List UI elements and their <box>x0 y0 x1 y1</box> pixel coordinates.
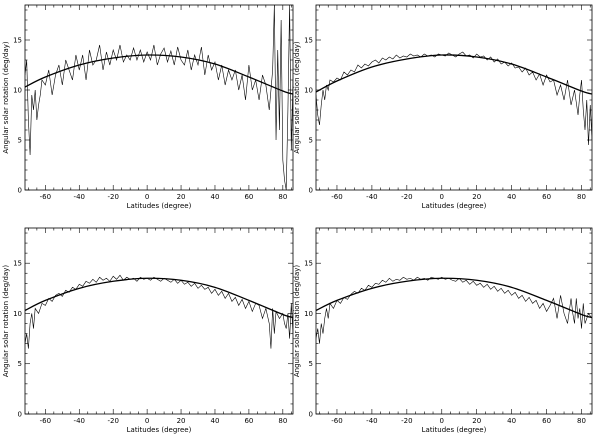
plot-frame <box>24 4 294 191</box>
x-tick-label: -20 <box>401 417 412 425</box>
y-tick-label: 0 <box>18 187 22 195</box>
x-tick-label: -40 <box>74 417 85 425</box>
y-tick-label: 15 <box>304 260 313 268</box>
x-tick-label: -20 <box>107 193 118 201</box>
x-tick-label: 0 <box>145 193 149 201</box>
chart-panel-bottom-right: -60 -40 -20 0 20 40 60 80 0 5 10 15 Latitudes (degre… <box>293 227 593 434</box>
y-tick-label: 10 <box>304 310 313 318</box>
x-tick-label: 0 <box>145 417 149 425</box>
x-axis-label: Latitudes (degree) <box>422 426 487 434</box>
x-tick-label: -60 <box>331 193 342 201</box>
x-tick-label: 40 <box>507 193 516 201</box>
x-tick-label: 80 <box>278 193 287 201</box>
y-tick-label: 10 <box>13 310 22 318</box>
x-axis-label: Latitudes (degree) <box>422 202 487 210</box>
y-tick-label: 15 <box>13 37 22 45</box>
y-tick-label: 5 <box>309 360 313 368</box>
chart-panel-top-left: -60 -40 -20 0 20 40 60 80 0 5 10 15 Latitudes (degre… <box>2 4 294 210</box>
x-tick-label: -60 <box>40 417 51 425</box>
x-axis-label: Latitudes (degree) <box>127 426 192 434</box>
y-tick-label: 10 <box>13 87 22 95</box>
y-axis-label: Angular solar rotation (deg/day) <box>293 41 301 154</box>
x-tick-label: 60 <box>244 417 253 425</box>
x-tick-label: 0 <box>440 193 444 201</box>
observed-series-line <box>316 276 592 344</box>
x-tick-label: 60 <box>542 417 551 425</box>
fit-curve-line <box>25 277 293 319</box>
y-tick-label: 15 <box>13 260 22 268</box>
x-tick-label: 80 <box>577 417 586 425</box>
y-tick-label: 10 <box>304 87 313 95</box>
y-tick-label: 0 <box>309 187 313 195</box>
x-tick-label: -60 <box>40 193 51 201</box>
fit-curve-line <box>316 54 592 95</box>
x-tick-label: 20 <box>177 193 186 201</box>
y-tick-label: 5 <box>18 360 22 368</box>
y-tick-label: 0 <box>309 411 313 419</box>
x-tick-label: -20 <box>401 193 412 201</box>
x-tick-label: 40 <box>211 417 220 425</box>
x-axis-label: Latitudes (degree) <box>127 202 192 210</box>
observed-series-line <box>25 274 293 349</box>
chart-panel-bottom-left: -60 -40 -20 0 20 40 60 80 0 5 10 15 Latitudes (degre… <box>2 227 294 434</box>
x-tick-label: 40 <box>211 193 220 201</box>
x-tick-label: -40 <box>74 193 85 201</box>
plot-frame <box>315 4 593 191</box>
y-axis-label: Angular solar rotation (deg/day) <box>293 265 301 378</box>
x-tick-label: 80 <box>278 417 287 425</box>
x-tick-label: -20 <box>107 417 118 425</box>
plot-frame <box>315 227 593 415</box>
x-tick-label: 20 <box>177 417 186 425</box>
observed-series-line <box>25 5 293 190</box>
y-tick-label: 15 <box>304 37 313 45</box>
fit-curve-line <box>25 54 293 95</box>
y-tick-label: 5 <box>309 137 313 145</box>
x-tick-label: -60 <box>331 417 342 425</box>
y-axis-label: Angular solar rotation (deg/day) <box>2 265 10 378</box>
x-tick-label: 60 <box>244 193 253 201</box>
fit-curve-line <box>316 277 592 319</box>
y-tick-label: 0 <box>18 411 22 419</box>
observed-series-line <box>316 51 592 146</box>
x-tick-label: -40 <box>366 193 377 201</box>
plot-frame <box>24 227 294 415</box>
x-tick-label: 40 <box>507 417 516 425</box>
x-tick-label: 20 <box>472 193 481 201</box>
x-tick-label: 80 <box>577 193 586 201</box>
y-axis-label: Angular solar rotation (deg/day) <box>2 41 10 154</box>
x-tick-label: 60 <box>542 193 551 201</box>
x-tick-label: 20 <box>472 417 481 425</box>
x-tick-label: 0 <box>440 417 444 425</box>
x-tick-label: -40 <box>366 417 377 425</box>
y-tick-label: 5 <box>18 137 22 145</box>
chart-panel-top-right: -60 -40 -20 0 20 40 60 80 0 5 10 15 Latitudes (degre… <box>293 4 593 210</box>
